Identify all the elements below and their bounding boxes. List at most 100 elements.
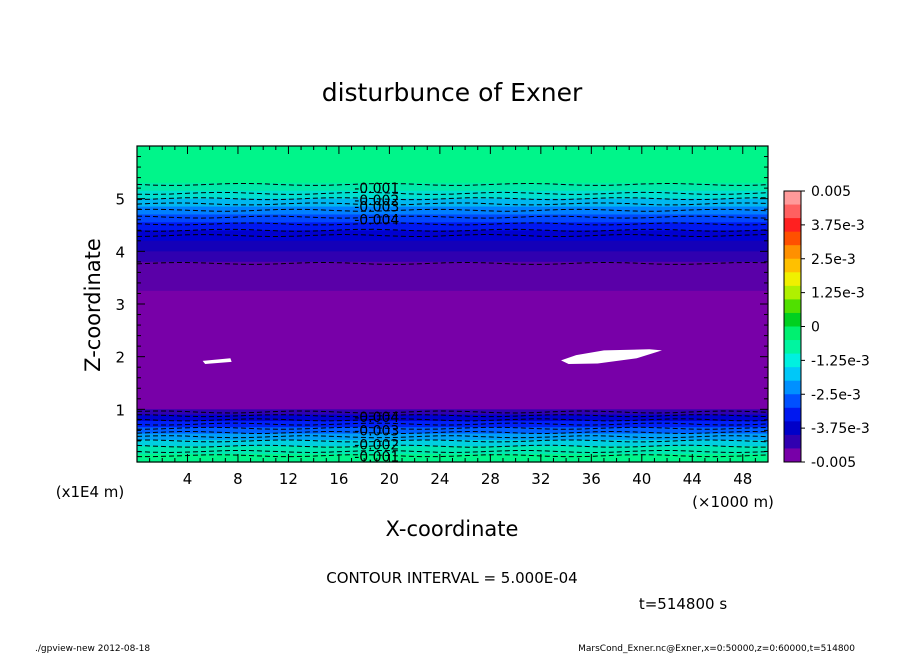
colorbar-segment-4 — [784, 245, 801, 260]
colorbar-segment-11 — [784, 340, 801, 355]
missing-region-2 — [561, 349, 662, 365]
shade-band-8 — [137, 240, 768, 252]
colorbar-segment-18 — [784, 434, 801, 449]
y-tick-label: 2 — [115, 349, 125, 367]
contour-line-18 — [136, 444, 769, 448]
y-axis-label: Z-coordinate — [81, 238, 105, 372]
x-tick-label: 44 — [683, 470, 702, 488]
contour-line-19 — [136, 450, 769, 454]
x-axis-label: X-coordinate — [386, 517, 519, 541]
colorbar-segment-14 — [784, 380, 801, 395]
colorbar-segment-8 — [784, 299, 801, 314]
contour-line-5 — [136, 215, 769, 219]
colorbar-segment-15 — [784, 394, 801, 409]
time-text: t=514800 s — [639, 595, 727, 613]
x-tick-label: 48 — [733, 470, 752, 488]
colorbar-segment-10 — [784, 326, 801, 341]
colorbar-segment-13 — [784, 367, 801, 382]
shade-band-17 — [137, 439, 768, 447]
x-tick-label: 24 — [430, 470, 449, 488]
colorbar-segment-5 — [784, 258, 801, 273]
shade-band-0 — [137, 146, 768, 184]
colorbar-tick-label: -2.5e-3 — [811, 387, 861, 403]
contour-line-8 — [136, 233, 769, 238]
y-tick-label: 5 — [115, 191, 125, 209]
colorbar-segment-17 — [784, 421, 801, 436]
shade-band-5 — [137, 214, 768, 223]
colorbar-segment-19 — [784, 448, 801, 463]
contour-label-5: -0.003 — [354, 423, 399, 439]
shade-band-6 — [137, 222, 768, 231]
x-tick-label: 8 — [233, 470, 243, 488]
contour-label-4: -0.004 — [354, 410, 399, 426]
contour-line-12 — [136, 418, 769, 422]
shade-band-9 — [137, 251, 768, 263]
contour-line-2 — [136, 197, 769, 201]
y-unit-label: (x1E4 m) — [56, 483, 125, 501]
contour-label-3: -0.004 — [354, 213, 399, 229]
colorbar-tick-label: 2.5e-3 — [811, 252, 856, 268]
contour-label-1: -0.002 — [354, 193, 399, 209]
colorbar-segment-1 — [784, 204, 801, 219]
plot-area: -0.001-0.002-0.003-0.004-0.004-0.003-0.0… — [136, 146, 769, 466]
colorbar-segment-12 — [784, 353, 801, 368]
y-tick-label: 1 — [115, 401, 125, 419]
contour-line-10 — [136, 410, 769, 414]
contour-line-11 — [136, 414, 769, 418]
x-tick-label: 4 — [183, 470, 193, 488]
colorbar-tick-label: 3.75e-3 — [811, 218, 865, 234]
y-tick-label: 4 — [115, 243, 125, 261]
contour-line-7 — [136, 228, 769, 232]
contour-line-4 — [136, 208, 769, 212]
footer-left-text: ./gpview-new 2012-08-18 — [35, 644, 150, 654]
contour-label-7: -0.001 — [354, 450, 399, 466]
colorbar-tick-label: -0.005 — [811, 455, 856, 471]
shade-band-14 — [137, 420, 768, 428]
shade-band-12 — [137, 409, 768, 416]
contour-line-16 — [136, 435, 769, 439]
contour-interval-text: CONTOUR INTERVAL = 5.000E-04 — [326, 569, 577, 587]
shade-band-15 — [137, 427, 768, 435]
shade-band-13 — [137, 414, 768, 422]
contour-line-0 — [136, 182, 769, 186]
shade-band-4 — [137, 206, 768, 216]
x-tick-label: 36 — [582, 470, 601, 488]
shade-band-11 — [137, 290, 768, 410]
x-tick-label: 12 — [279, 470, 298, 488]
x-tick-label: 32 — [531, 470, 550, 488]
contour-line-14 — [136, 426, 769, 430]
contour-line-13 — [136, 422, 769, 426]
contour-line-15 — [136, 430, 769, 435]
contour-line-9 — [136, 261, 769, 265]
contour-label-2: -0.003 — [354, 200, 399, 216]
colorbar-segment-3 — [784, 231, 801, 246]
shade-band-2 — [137, 190, 768, 200]
contour-line-6 — [136, 222, 769, 226]
colorbar-tick-label: -1.25e-3 — [811, 353, 870, 369]
x-tick-label: 20 — [380, 470, 399, 488]
x-tick-label: 28 — [481, 470, 500, 488]
x-tick-label: 40 — [632, 470, 651, 488]
chart-title: disturbunce of Exner — [322, 78, 583, 107]
colorbar-segment-6 — [784, 272, 801, 287]
colorbar-segment-0 — [784, 191, 801, 206]
contour-label-0: -0.001 — [354, 181, 399, 197]
shade-band-1 — [137, 182, 768, 192]
colorbar-tick-label: 1.25e-3 — [811, 286, 865, 302]
contour-line-20 — [137, 454, 769, 458]
missing-region-1 — [202, 358, 232, 365]
contour-label-6: -0.002 — [354, 438, 399, 454]
x-unit-label: (×1000 m) — [692, 493, 774, 511]
colorbar-segment-9 — [784, 312, 801, 327]
contour-line-17 — [137, 439, 769, 443]
colorbar-tick-label: -3.75e-3 — [811, 421, 870, 437]
colorbar-segment-2 — [784, 218, 801, 233]
x-tick-label: 16 — [329, 470, 348, 488]
shade-band-10 — [137, 261, 768, 292]
colorbar-tick-label: 0 — [811, 320, 820, 336]
colorbar-segment-7 — [784, 285, 801, 300]
y-tick-label: 3 — [115, 296, 125, 314]
colorbar-segment-16 — [784, 407, 801, 422]
contour-line-1 — [136, 191, 769, 195]
